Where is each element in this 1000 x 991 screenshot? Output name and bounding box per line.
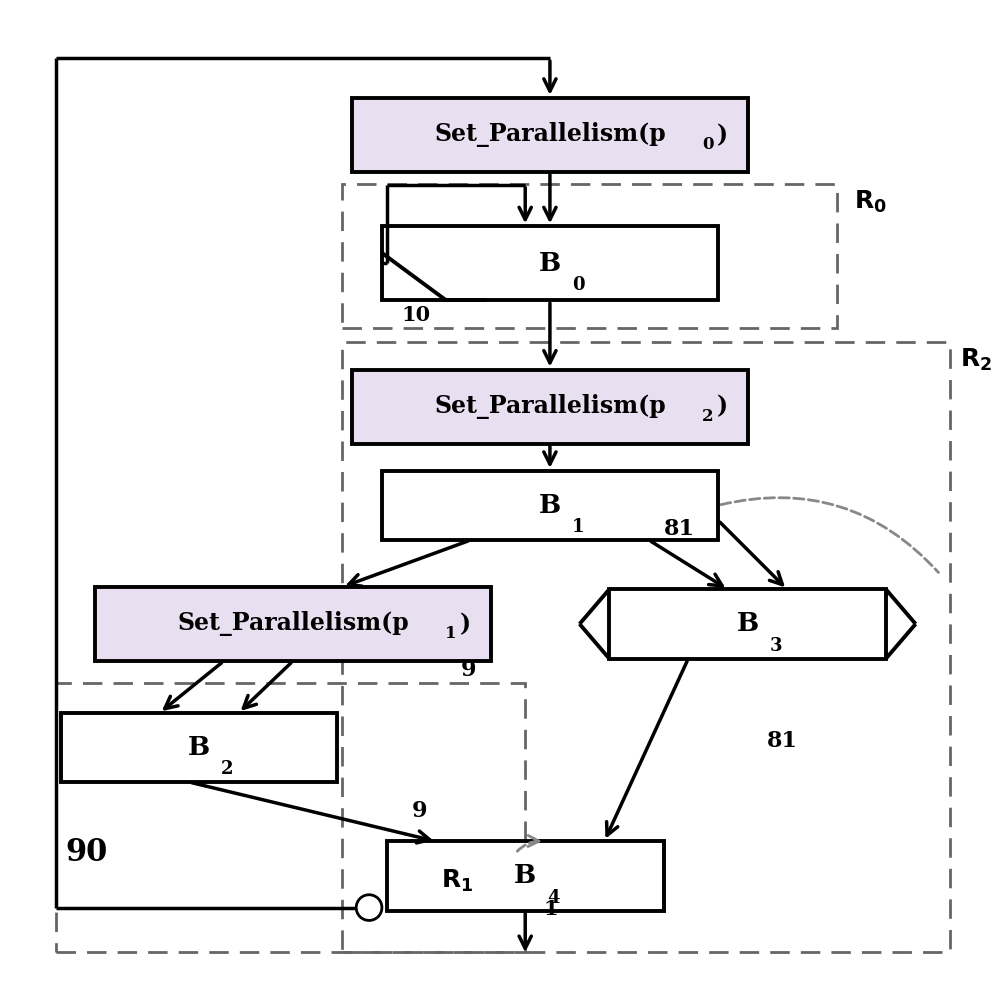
Text: $\mathbf{R_1}$: $\mathbf{R_1}$ bbox=[441, 868, 474, 894]
Text: ): ) bbox=[460, 612, 471, 636]
Bar bbox=[352, 370, 748, 444]
Text: Set_Parallelism(p: Set_Parallelism(p bbox=[177, 611, 409, 636]
Text: $\mathbf{R_0}$: $\mathbf{R_0}$ bbox=[854, 189, 887, 215]
Text: B: B bbox=[514, 863, 536, 889]
Text: B: B bbox=[539, 493, 561, 518]
Text: 81: 81 bbox=[767, 730, 798, 752]
Text: $\mathbf{R_2}$: $\mathbf{R_2}$ bbox=[960, 347, 992, 374]
Text: 2: 2 bbox=[221, 760, 233, 778]
Text: Set_Parallelism(p: Set_Parallelism(p bbox=[434, 122, 666, 148]
Text: 0: 0 bbox=[702, 136, 714, 154]
Text: 81: 81 bbox=[664, 518, 695, 540]
Circle shape bbox=[356, 895, 382, 921]
Bar bbox=[342, 342, 950, 952]
Text: 3: 3 bbox=[769, 637, 782, 655]
Bar bbox=[609, 590, 886, 659]
Text: 90: 90 bbox=[66, 837, 108, 868]
Text: 10: 10 bbox=[401, 305, 430, 325]
Text: 1: 1 bbox=[572, 518, 584, 536]
Text: 1: 1 bbox=[445, 625, 457, 642]
Bar bbox=[382, 226, 718, 300]
Text: Set_Parallelism(p: Set_Parallelism(p bbox=[434, 394, 666, 419]
Text: B: B bbox=[188, 735, 210, 760]
FancyArrowPatch shape bbox=[517, 835, 539, 851]
Bar bbox=[61, 713, 337, 782]
Text: 9: 9 bbox=[461, 659, 476, 681]
Bar bbox=[342, 184, 837, 327]
FancyArrowPatch shape bbox=[721, 497, 938, 573]
Text: ): ) bbox=[717, 394, 728, 418]
Bar bbox=[382, 471, 718, 540]
Text: 0: 0 bbox=[572, 276, 584, 294]
Bar bbox=[56, 683, 525, 952]
Bar bbox=[352, 98, 748, 171]
Text: B: B bbox=[539, 251, 561, 275]
Text: B: B bbox=[736, 611, 759, 636]
Text: 4: 4 bbox=[547, 889, 559, 907]
Bar bbox=[95, 587, 491, 661]
Text: 2: 2 bbox=[702, 408, 714, 425]
Text: 1: 1 bbox=[543, 900, 558, 920]
Text: ): ) bbox=[717, 123, 728, 147]
Bar bbox=[387, 841, 664, 911]
Text: 9: 9 bbox=[412, 800, 427, 822]
